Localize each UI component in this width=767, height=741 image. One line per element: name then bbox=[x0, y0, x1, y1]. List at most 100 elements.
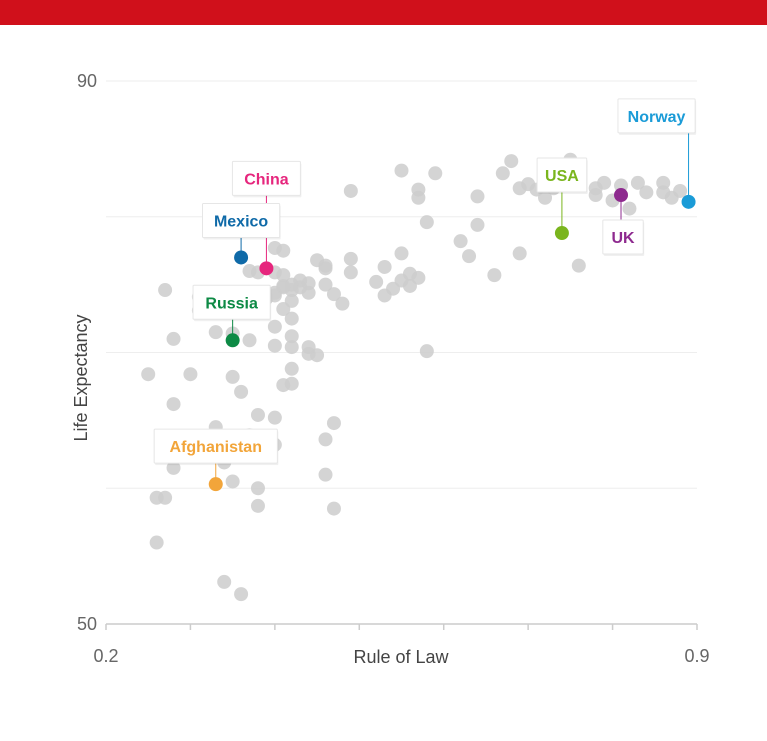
callout-label: USA bbox=[545, 168, 579, 185]
data-point bbox=[250, 481, 265, 496]
highlight-point bbox=[225, 333, 240, 348]
data-point bbox=[276, 243, 291, 258]
data-point bbox=[419, 215, 434, 230]
data-point bbox=[318, 277, 333, 292]
data-point bbox=[284, 361, 299, 376]
data-point bbox=[335, 296, 350, 311]
data-point bbox=[217, 574, 232, 589]
data-point bbox=[470, 217, 485, 232]
highlight-point bbox=[554, 226, 569, 241]
data-point bbox=[453, 234, 468, 249]
x-tick-label: 0.9 bbox=[684, 646, 709, 666]
data-point bbox=[208, 325, 223, 340]
data-point bbox=[538, 190, 553, 205]
data-point bbox=[276, 302, 291, 317]
data-point bbox=[597, 175, 612, 190]
data-point bbox=[326, 501, 341, 516]
data-point bbox=[284, 340, 299, 355]
callout-mexico: Mexico bbox=[201, 202, 281, 265]
callout-russia: Russia bbox=[192, 284, 272, 348]
data-point bbox=[343, 251, 358, 266]
data-point bbox=[343, 265, 358, 280]
data-point bbox=[394, 246, 409, 261]
callout-box bbox=[192, 284, 271, 320]
callout-box bbox=[201, 202, 281, 238]
data-point bbox=[284, 311, 299, 326]
data-point bbox=[428, 166, 443, 181]
callout-norway: Norway bbox=[617, 98, 697, 209]
data-point bbox=[369, 274, 384, 289]
data-point bbox=[301, 340, 316, 355]
data-point bbox=[284, 329, 299, 344]
callout-label: Afghanistan bbox=[170, 439, 262, 456]
callout-box bbox=[602, 219, 644, 255]
highlight-point bbox=[234, 250, 249, 265]
highlight-point bbox=[259, 261, 274, 276]
data-point bbox=[250, 498, 265, 513]
data-point bbox=[630, 175, 645, 190]
data-point bbox=[149, 490, 164, 505]
y-axis-title: Life Expectancy bbox=[71, 314, 91, 441]
data-point bbox=[267, 410, 282, 425]
callout-box bbox=[231, 160, 301, 196]
callout-label: UK bbox=[611, 230, 635, 247]
data-point bbox=[250, 407, 265, 422]
data-point bbox=[276, 268, 291, 283]
data-point bbox=[402, 266, 417, 281]
data-point bbox=[639, 185, 654, 200]
callout-uk: UK bbox=[602, 188, 645, 257]
data-point bbox=[504, 154, 519, 169]
data-point bbox=[267, 319, 282, 334]
data-point bbox=[343, 183, 358, 198]
data-point bbox=[166, 397, 181, 412]
axis-layer: 0.2 0.9 50 90 bbox=[77, 71, 710, 666]
callout-label: Mexico bbox=[214, 213, 268, 230]
data-point bbox=[166, 460, 181, 475]
data-point bbox=[656, 185, 671, 200]
data-point bbox=[470, 189, 485, 204]
data-point bbox=[394, 163, 409, 178]
data-point bbox=[318, 258, 333, 273]
callout-box bbox=[617, 98, 696, 134]
x-tick-label: 0.2 bbox=[93, 646, 118, 666]
data-point bbox=[377, 259, 392, 274]
callout-label: Russia bbox=[205, 295, 258, 312]
data-point bbox=[183, 367, 198, 382]
highlight-point bbox=[614, 188, 629, 203]
data-point bbox=[462, 249, 477, 264]
data-point bbox=[673, 183, 688, 198]
x-axis-title: Rule of Law bbox=[353, 647, 449, 667]
data-point bbox=[225, 474, 240, 489]
data-point bbox=[141, 367, 156, 382]
data-point bbox=[284, 376, 299, 391]
data-point bbox=[242, 333, 257, 348]
data-point bbox=[326, 416, 341, 431]
data-point bbox=[225, 369, 240, 384]
y-tick-label: 50 bbox=[77, 614, 97, 634]
data-point bbox=[166, 331, 181, 346]
data-point bbox=[318, 432, 333, 447]
data-point bbox=[234, 384, 249, 399]
data-point bbox=[419, 344, 434, 359]
data-point bbox=[267, 338, 282, 353]
data-point bbox=[301, 276, 316, 291]
callout-box bbox=[536, 157, 588, 193]
y-tick-label: 90 bbox=[77, 71, 97, 91]
callout-china: China bbox=[231, 160, 302, 276]
data-point bbox=[377, 288, 392, 303]
highlight-point bbox=[681, 194, 696, 209]
callout-label: China bbox=[244, 171, 289, 188]
data-point bbox=[622, 201, 637, 216]
data-point bbox=[158, 283, 173, 298]
data-point bbox=[495, 166, 510, 181]
callout-box bbox=[153, 428, 278, 464]
data-point bbox=[411, 182, 426, 197]
data-point bbox=[276, 278, 291, 293]
header-bar bbox=[0, 0, 767, 25]
callout-layer: Norway UK USA China Mexico Russia Afghanistan bbox=[153, 98, 697, 492]
data-point bbox=[326, 287, 341, 302]
highlight-point bbox=[208, 477, 223, 492]
data-point bbox=[571, 258, 586, 273]
data-point bbox=[512, 246, 527, 261]
